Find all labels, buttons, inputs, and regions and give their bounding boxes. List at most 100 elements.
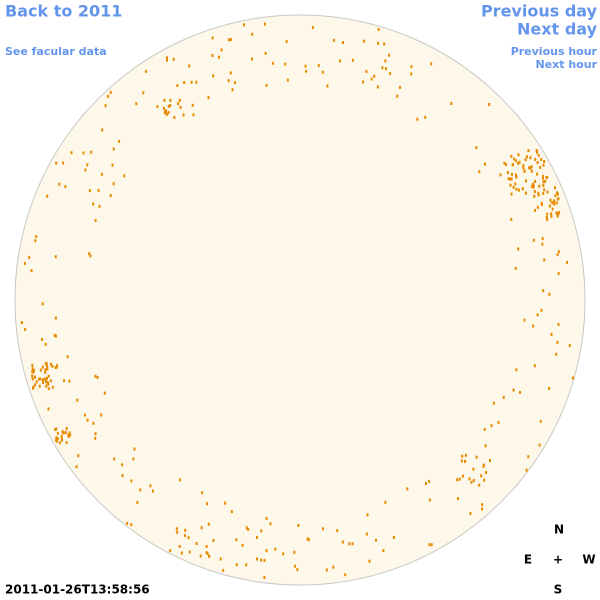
facula	[513, 157, 516, 161]
facula	[469, 512, 472, 516]
facula	[206, 502, 208, 506]
facula	[207, 522, 210, 526]
facula	[549, 198, 552, 202]
facular-link[interactable]: See facular data	[5, 45, 107, 58]
compass-west: W	[582, 553, 595, 567]
facula	[555, 211, 558, 215]
facula	[534, 158, 537, 161]
facula	[510, 154, 513, 158]
facula	[518, 160, 521, 164]
facula	[235, 538, 238, 542]
facula	[550, 212, 553, 216]
facula	[38, 384, 41, 388]
facula	[111, 163, 114, 167]
facula	[177, 102, 180, 106]
facula	[271, 61, 274, 65]
facula	[428, 498, 431, 502]
facula	[514, 159, 517, 163]
facula	[169, 549, 172, 553]
facula	[282, 552, 285, 556]
facula	[540, 158, 543, 161]
facula	[366, 513, 369, 517]
next-day-link[interactable]: Next day	[517, 20, 598, 39]
facula	[163, 111, 166, 115]
facula	[555, 201, 558, 205]
facula	[62, 161, 65, 165]
facula	[94, 432, 97, 436]
previous-hour-link[interactable]: Previous hour	[511, 45, 598, 58]
facula	[47, 407, 50, 411]
facula	[191, 103, 194, 107]
facula	[368, 559, 371, 563]
facula	[86, 418, 89, 422]
facula	[307, 538, 310, 542]
facula	[222, 568, 225, 572]
facula	[546, 218, 549, 222]
facula	[68, 379, 71, 383]
facula	[550, 332, 553, 336]
facula	[55, 161, 58, 165]
facula	[515, 173, 517, 177]
facula	[458, 477, 461, 481]
facula	[351, 542, 354, 546]
facula	[332, 38, 335, 42]
facula	[90, 150, 93, 154]
facula	[461, 454, 464, 458]
facula	[94, 436, 97, 440]
facula	[416, 117, 419, 121]
facula	[484, 162, 486, 166]
facula	[31, 374, 34, 378]
facula	[178, 98, 181, 102]
facula	[176, 84, 179, 88]
facula	[510, 217, 513, 221]
facula	[50, 362, 52, 366]
facula	[425, 482, 427, 485]
facula	[286, 78, 289, 82]
facula	[49, 379, 52, 383]
facula	[256, 557, 258, 561]
facula	[542, 289, 545, 293]
previous-day-link[interactable]: Previous day	[481, 2, 598, 21]
facula	[430, 62, 433, 66]
solar-disk	[14, 14, 586, 586]
facula	[38, 377, 41, 381]
facula	[205, 545, 208, 548]
facula	[537, 193, 540, 197]
compass-east: E	[524, 553, 532, 567]
facula	[339, 59, 342, 63]
facula	[554, 194, 557, 198]
back-link[interactable]: Back to 2011	[5, 2, 122, 21]
facula	[523, 169, 526, 173]
facula	[84, 168, 87, 172]
next-hour-link[interactable]: Next hour	[536, 58, 598, 71]
facula	[480, 474, 483, 478]
facula	[133, 447, 136, 451]
facula	[121, 474, 124, 478]
facula	[56, 437, 59, 441]
facula	[522, 166, 525, 170]
facula	[24, 327, 27, 331]
facula	[229, 71, 232, 75]
facula	[490, 424, 493, 428]
facula	[370, 77, 373, 81]
facula	[60, 434, 63, 438]
facula	[502, 395, 505, 399]
facula	[69, 433, 72, 437]
facula	[509, 183, 512, 187]
facula	[32, 370, 35, 374]
facula	[532, 324, 535, 328]
facula	[321, 70, 324, 74]
facula	[472, 479, 475, 483]
facula	[112, 147, 115, 151]
facula	[548, 386, 551, 390]
facula	[365, 532, 368, 536]
facula	[20, 321, 23, 324]
facula	[541, 242, 544, 246]
facula	[220, 48, 223, 52]
facula	[39, 368, 42, 372]
facula	[265, 83, 268, 87]
facula	[489, 459, 491, 462]
facula	[188, 550, 191, 554]
facula	[46, 364, 48, 368]
facula	[149, 484, 152, 488]
